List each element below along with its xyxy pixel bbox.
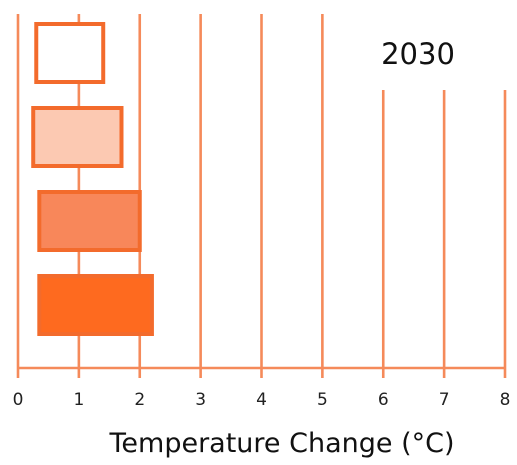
x-tick-7: 7 (439, 390, 450, 410)
x-tick-4: 4 (256, 390, 267, 410)
x-tick-3: 3 (195, 390, 206, 410)
range-bar-4 (37, 274, 154, 336)
x-tick-5: 5 (317, 390, 328, 410)
x-tick-8: 8 (500, 390, 511, 410)
range-bars (31, 22, 154, 336)
year-label: 2030 (381, 37, 455, 71)
x-tick-0: 0 (13, 390, 24, 410)
x-tick-labels: 0 1 2 3 4 5 6 7 8 (13, 390, 511, 410)
x-axis-label: Temperature Change (°C) (109, 428, 455, 459)
x-tick-1: 1 (73, 390, 84, 410)
range-bar-1 (34, 22, 106, 84)
range-bar-3 (37, 190, 142, 252)
range-bar-2 (31, 106, 124, 168)
x-tick-2: 2 (134, 390, 145, 410)
x-tick-6: 6 (378, 390, 389, 410)
